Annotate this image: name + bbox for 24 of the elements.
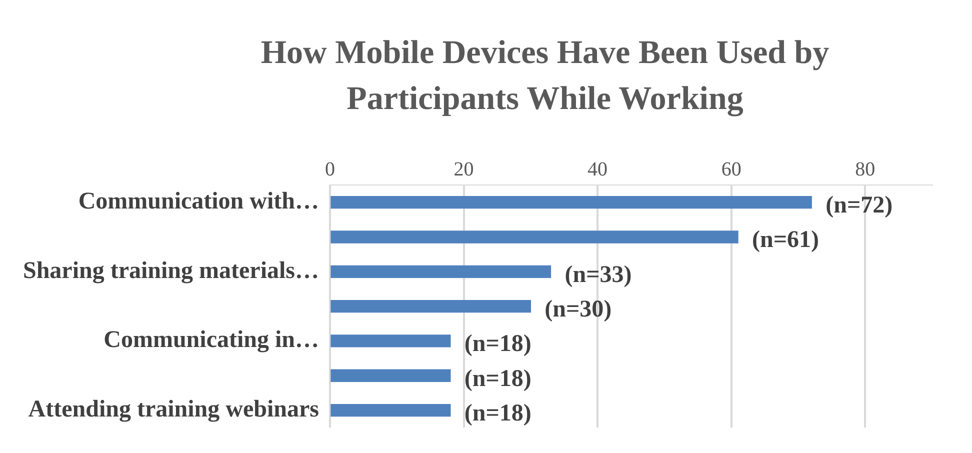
y-tick-label: Communicating in… <box>104 327 320 354</box>
x-tick-label: 40 <box>588 158 608 180</box>
data-label: (n=18) <box>464 400 532 426</box>
bar <box>330 369 451 382</box>
chart-title: How Mobile Devices Have Been Used by Participants While Working <box>260 34 830 119</box>
bar <box>330 230 738 244</box>
x-tick-label: 80 <box>855 158 876 180</box>
data-label: (n=72) <box>826 192 893 219</box>
bar <box>330 196 812 209</box>
data-label: (n=33) <box>564 262 632 288</box>
y-tick-label: Sharing training materials… <box>22 258 320 284</box>
bar <box>330 404 451 417</box>
data-label: (n=61) <box>752 227 820 254</box>
data-label: (n=18) <box>464 366 532 392</box>
bar <box>330 334 451 348</box>
data-label: (n=18) <box>464 331 532 358</box>
x-tick-label: 0 <box>325 158 336 180</box>
x-tick-label: 60 <box>721 158 742 180</box>
x-tick-label: 20 <box>454 158 474 180</box>
y-tick-label: Communication with… <box>78 188 320 215</box>
data-label: (n=30) <box>544 296 612 323</box>
y-tick-label: Attending training webinars <box>28 396 320 422</box>
bar <box>330 265 552 278</box>
bar <box>330 300 531 313</box>
